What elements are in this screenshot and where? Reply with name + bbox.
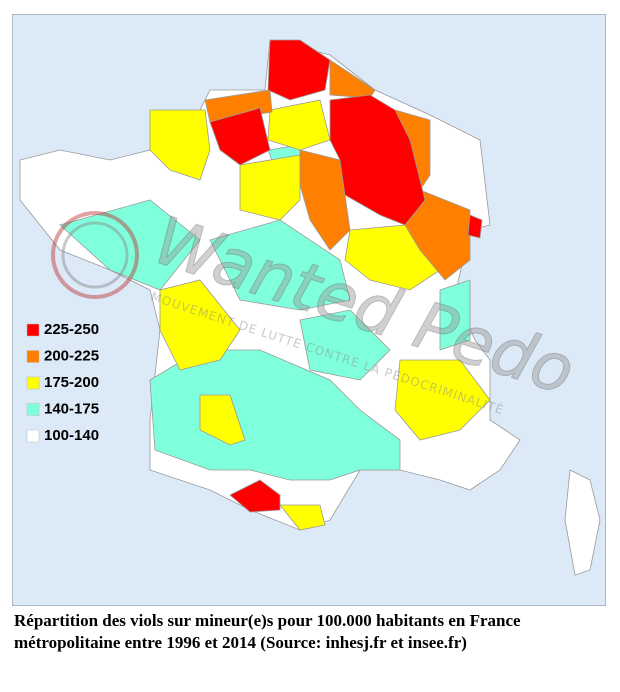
watermark-logo [51, 211, 139, 299]
legend-label: 175-200 [44, 374, 99, 391]
legend-label: 100-140 [44, 427, 99, 444]
region [229, 479, 281, 513]
legend-label: 225-250 [44, 321, 99, 338]
region [199, 394, 246, 446]
legend-swatch [26, 403, 40, 416]
region [209, 107, 271, 166]
region [329, 94, 426, 226]
region [239, 154, 301, 221]
region [467, 214, 483, 239]
region [149, 109, 211, 181]
legend: 225-250 200-225 175-200 140-175 100-140 [26, 321, 99, 444]
legend-label: 140-175 [44, 400, 99, 417]
region [394, 359, 491, 441]
legend-swatch [26, 376, 40, 390]
region [159, 279, 241, 371]
region [564, 469, 601, 576]
region [149, 349, 401, 481]
legend-swatch [26, 429, 40, 443]
legend-label: 200-225 [44, 347, 99, 364]
caption: Répartition des viols sur mineur(e)s pou… [14, 611, 521, 652]
region [439, 279, 471, 351]
region [267, 99, 331, 151]
watermark-logo [61, 221, 129, 289]
region [299, 309, 391, 381]
legend-swatch [26, 323, 40, 337]
region [267, 39, 331, 101]
legend-swatch [26, 350, 40, 363]
region [59, 199, 201, 291]
map: Wanted Pedo MOUVEMENT DE LUTTE CONTRE LA… [12, 14, 606, 606]
region [279, 504, 326, 531]
